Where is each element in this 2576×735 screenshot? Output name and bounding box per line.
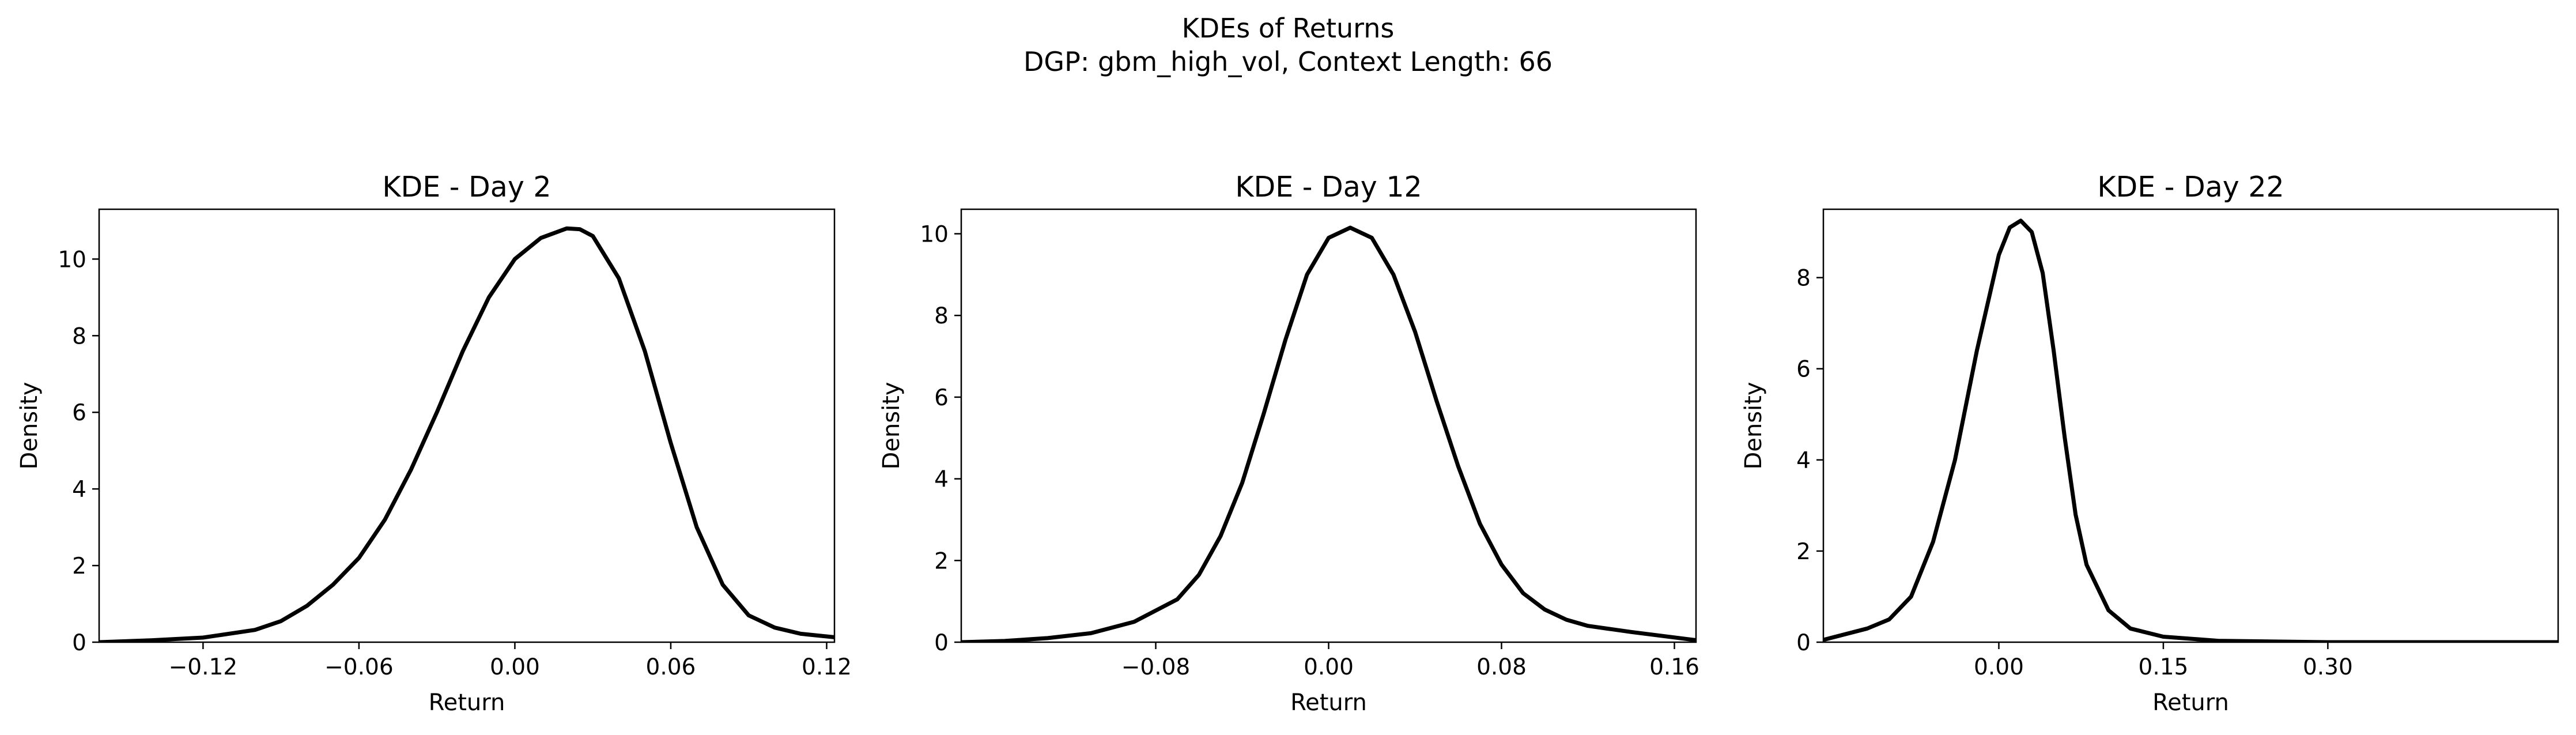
panel-title: KDE - Day 2 <box>382 171 551 203</box>
y-tick-label: 6 <box>1796 357 1811 383</box>
y-tick-label: 4 <box>1796 448 1811 474</box>
x-tick-label: 0.08 <box>1476 654 1527 680</box>
x-tick-label: 0.06 <box>646 654 696 680</box>
x-tick-label: −0.08 <box>1121 654 1191 680</box>
kde-panel-day-12: KDE - Day 12 −0.08 0.00 0.08 0.16 0 2 4 6 8 10 Retu… <box>878 171 1699 716</box>
y-tick-label: 2 <box>1796 539 1811 565</box>
y-tick-label: 2 <box>934 548 949 574</box>
y-tick-label: 0 <box>72 630 86 656</box>
x-tick-label: 0.00 <box>1304 654 1354 680</box>
panel-title: KDE - Day 12 <box>1235 171 1422 203</box>
y-tick-label: 0 <box>934 630 949 656</box>
x-tick-label: −0.06 <box>324 654 394 680</box>
x-tick-label: −0.12 <box>169 654 238 680</box>
y-tick-label: 10 <box>58 247 86 273</box>
y-tick-label: 6 <box>72 400 86 426</box>
y-axis-label: Density <box>16 382 43 469</box>
y-tick-label: 10 <box>920 222 949 248</box>
y-tick-label: 0 <box>1796 630 1811 656</box>
y-tick-label: 4 <box>934 467 949 493</box>
x-axis-label: Return <box>429 689 505 716</box>
kde-panel-day-22: KDE - Day 22 0.00 0.15 0.30 0 2 4 6 8 Return Densi… <box>1740 171 2559 716</box>
y-tick-label: 8 <box>1796 266 1811 292</box>
x-tick-label: 0.00 <box>1974 654 2024 680</box>
y-tick-label: 8 <box>934 303 949 329</box>
y-axis-label: Density <box>878 382 905 469</box>
x-tick-label: 0.12 <box>802 654 852 680</box>
y-tick-label: 4 <box>72 477 86 503</box>
y-tick-label: 6 <box>934 385 949 411</box>
x-tick-label: 0.30 <box>2303 654 2353 680</box>
figure-title: KDEs of Returns <box>1182 13 1395 44</box>
y-tick-label: 2 <box>72 553 86 579</box>
y-tick-label: 8 <box>72 323 86 349</box>
x-tick-label: 0.00 <box>490 654 540 680</box>
kde-panel-day-2: KDE - Day 2 −0.12 −0.06 0.00 0.06 0.12 0 2 4 6 8 10… <box>16 171 852 716</box>
x-tick-label: 0.16 <box>1649 654 1699 680</box>
chart-panels: KDE - Day 2 −0.12 −0.06 0.00 0.06 0.12 0 2 4 6 8 10… <box>16 171 2559 716</box>
axes-frame <box>98 208 836 643</box>
axes-frame <box>960 208 1697 643</box>
kde-curve <box>99 226 834 642</box>
figure-subtitle: DGP: gbm_high_vol, Context Length: 66 <box>1023 46 1553 77</box>
panel-title: KDE - Day 22 <box>2097 171 2284 203</box>
x-axis-label: Return <box>2152 689 2229 716</box>
axes-frame <box>1822 208 2559 643</box>
kde-curve <box>961 225 1696 642</box>
y-axis-label: Density <box>1740 382 1767 469</box>
x-tick-label: 0.15 <box>2139 654 2189 680</box>
x-axis-label: Return <box>1290 689 1367 716</box>
kde-curve <box>1823 218 2558 642</box>
